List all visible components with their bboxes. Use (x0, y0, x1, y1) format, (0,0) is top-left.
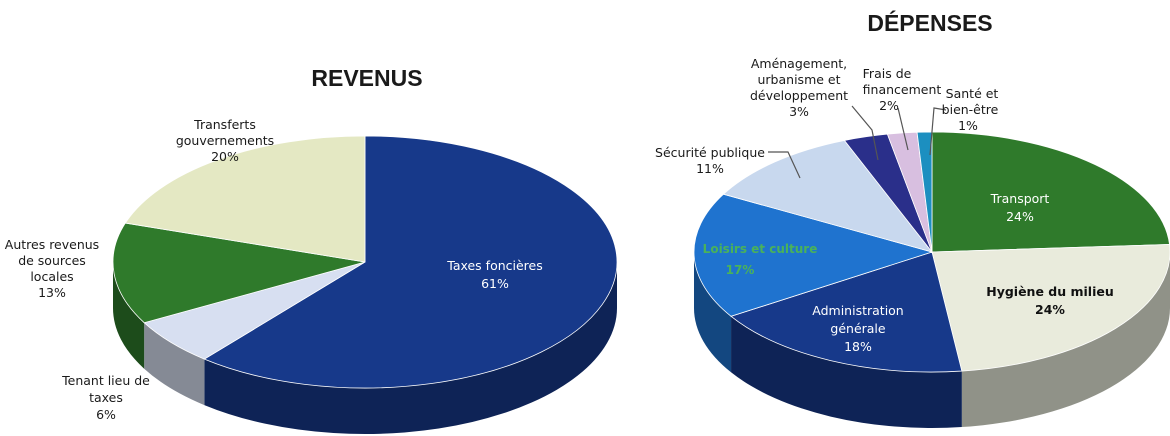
revenus-slice-transferts-gouvernements (124, 135, 366, 263)
label-admin-line2: générale (830, 321, 886, 336)
label-tenant: Tenant lieu de taxes 6% (61, 373, 150, 422)
label-loisirs: Loisirs et culture 17% (703, 242, 818, 277)
label-securite: Sécurité publique 11% (655, 145, 765, 176)
label-loisirs-line1: Loisirs et culture (703, 242, 818, 256)
label-autres-line1: Autres revenus (5, 237, 99, 252)
label-amenagement: Aménagement, urbanisme et développement … (750, 56, 848, 119)
label-hygiene-value: 24% (1035, 302, 1065, 317)
depenses-pie (693, 131, 1170, 428)
label-transport-line1: Transport (990, 191, 1050, 206)
label-frais-line2: financement (863, 82, 942, 97)
depenses-slice-securite-publique (722, 139, 934, 253)
label-frais-line1: Frais de (863, 66, 912, 81)
depenses-slice-administration-generale (730, 251, 963, 373)
label-transport-value: 24% (1006, 209, 1034, 224)
label-transferts-line1: Transferts (193, 117, 256, 132)
depenses-side-loisirs-et-culture (694, 252, 732, 373)
label-sante-line2: bien-être (942, 102, 999, 117)
label-amenagement-value: 3% (789, 104, 809, 119)
label-transferts-value: 20% (211, 149, 239, 164)
label-hygiene-line1: Hygiène du milieu (986, 284, 1114, 299)
leader-securite (768, 151, 801, 179)
label-hygiene: Hygiène du milieu 24% (986, 284, 1114, 317)
revenus-side-autres-revenus-de-sources-locales (113, 262, 145, 369)
label-tenant-line1: Tenant lieu de (61, 373, 150, 388)
label-transferts-line2: gouvernements (176, 133, 274, 148)
revenus-title: REVENUS (311, 65, 422, 91)
label-autres-line2: de sources (18, 253, 86, 268)
revenus-side-tenant-lieu-de-taxes (144, 322, 205, 406)
label-admin: Administration générale 18% (812, 303, 903, 354)
label-tenant-line2: taxes (89, 390, 123, 405)
revenus-pie (112, 135, 618, 435)
revenus-slice-taxes-foncieres (203, 135, 618, 389)
label-transferts: Transferts gouvernements 20% (176, 117, 274, 164)
label-sante-line1: Santé et (946, 86, 999, 101)
depenses-side-administration-generale (731, 316, 962, 428)
leader-amenagement (851, 105, 879, 161)
label-amenagement-line2: urbanisme et (758, 72, 841, 87)
depenses-side-hygiene-du-milieu (961, 252, 1170, 428)
depenses-slice-loisirs-et-culture (693, 193, 934, 317)
label-securite-value: 11% (696, 161, 724, 176)
revenus-slice-autres-revenus-de-sources-locales (112, 222, 366, 324)
label-taxes: Taxes foncières 61% (446, 258, 543, 291)
label-autres-value: 13% (38, 285, 66, 300)
label-tenant-value: 6% (96, 407, 116, 422)
leader-lines (768, 105, 947, 179)
depenses-title: DÉPENSES (867, 9, 992, 36)
leader-frais (897, 107, 909, 151)
label-sante-value: 1% (958, 118, 978, 133)
depenses-slice-transport (931, 131, 1170, 253)
label-admin-line1: Administration (812, 303, 903, 318)
label-frais: Frais de financement 2% (863, 66, 942, 113)
label-securite-line1: Sécurité publique (655, 145, 765, 160)
label-transport: Transport 24% (990, 191, 1050, 224)
leader-sante (929, 107, 947, 156)
label-loisirs-value: 17% (726, 263, 755, 277)
label-taxes-line1: Taxes foncières (446, 258, 543, 273)
revenus-side-taxes-foncieres (204, 262, 618, 435)
label-taxes-value: 61% (481, 276, 509, 291)
label-autres: Autres revenus de sources locales 13% (5, 237, 99, 300)
label-frais-value: 2% (879, 98, 899, 113)
label-autres-line3: locales (30, 269, 73, 284)
depenses-slice-hygiene-du-milieu (931, 244, 1170, 372)
label-amenagement-line1: Aménagement, (751, 56, 847, 71)
label-amenagement-line3: développement (750, 88, 848, 103)
label-admin-value: 18% (844, 339, 872, 354)
label-sante: Santé et bien-être 1% (942, 86, 999, 133)
